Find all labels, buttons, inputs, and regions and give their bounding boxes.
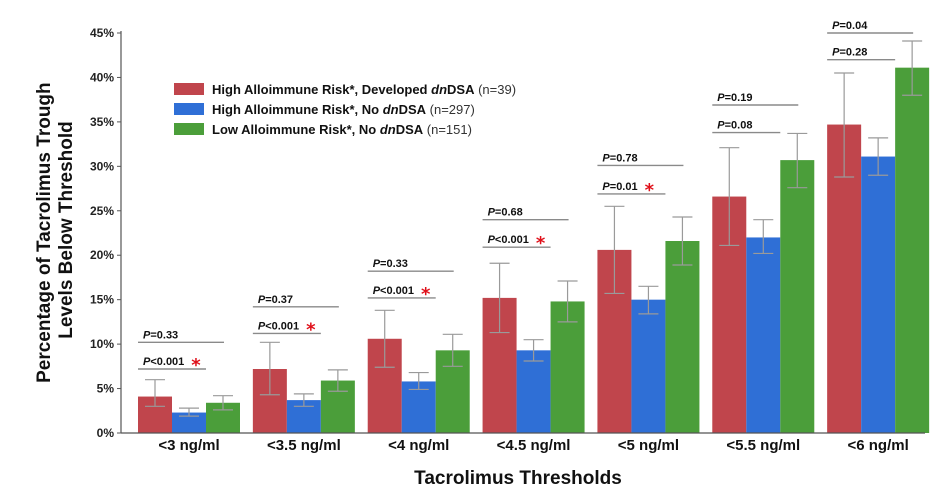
- x-tick-label: <6 ng/ml: [848, 437, 909, 454]
- p-value-label: P=0.33: [373, 258, 408, 270]
- x-tick-label: <3.5 ng/ml: [267, 437, 341, 454]
- y-tick-label: 25%: [90, 204, 114, 218]
- y-axis-title-line-2: Levels Below Threshold: [56, 121, 77, 339]
- bar: [631, 299, 666, 433]
- p-value-label: P=0.28: [832, 47, 867, 59]
- y-tick-label: 30%: [90, 159, 114, 173]
- legend-swatch: [174, 103, 204, 115]
- bar: [746, 237, 781, 433]
- x-tick-label: <5.5 ng/ml: [726, 437, 800, 454]
- y-tick-label: 40%: [90, 70, 114, 84]
- p-value-label: P=0.33: [143, 329, 178, 341]
- x-axis-title: Tacrolimus Thresholds: [414, 468, 622, 489]
- bar: [780, 160, 815, 433]
- p-value-label: P<0.001: [143, 356, 184, 368]
- legend-swatch: [174, 83, 204, 95]
- x-tick-label: <3 ng/ml: [158, 437, 219, 454]
- significance-star: *: [421, 284, 431, 305]
- p-value-label: P=0.68: [488, 207, 523, 219]
- significance-star: *: [645, 180, 655, 201]
- y-tick-label: 45%: [90, 26, 114, 40]
- p-value-label: P<0.001: [258, 320, 299, 332]
- y-tick-label: 0%: [97, 426, 115, 440]
- legend-swatch: [174, 123, 204, 135]
- x-tick-label: <4 ng/ml: [388, 437, 449, 454]
- bar: [550, 301, 585, 433]
- p-value-label: P=0.08: [717, 120, 752, 132]
- y-axis-title: Percentage of Tacrolimus Trough Levels B…: [34, 77, 77, 383]
- legend-label: High Alloimmune Risk*, No dnDSA (n=297): [212, 102, 475, 117]
- legend-label: High Alloimmune Risk*, Developed dnDSA (…: [212, 82, 516, 97]
- p-value-label: P=0.19: [717, 92, 752, 104]
- p-value-label: P<0.001: [488, 234, 529, 246]
- y-tick-label: 20%: [90, 248, 114, 262]
- y-tick-label: 10%: [90, 337, 114, 351]
- x-tick-label: <5 ng/ml: [618, 437, 679, 454]
- p-value-label: P=0.37: [258, 294, 293, 306]
- y-axis-title-line-1: Percentage of Tacrolimus Trough: [34, 82, 55, 383]
- p-value-label: P=0.01: [602, 181, 637, 193]
- y-tick-label: 35%: [90, 115, 114, 129]
- significance-star: *: [536, 233, 546, 254]
- p-value-label: P=0.04: [832, 20, 868, 32]
- p-value-label: P<0.001: [373, 285, 414, 297]
- bar: [861, 156, 896, 434]
- bar: [895, 67, 930, 434]
- p-value-label: P=0.78: [602, 152, 637, 164]
- bar: [516, 350, 551, 433]
- x-tick-label: <4.5 ng/ml: [497, 437, 571, 454]
- bar: [665, 241, 700, 433]
- bar: [172, 412, 206, 433]
- legend-label: Low Alloimmune Risk*, No dnDSA (n=151): [212, 122, 472, 137]
- significance-star: *: [191, 355, 201, 376]
- significance-star: *: [306, 319, 316, 340]
- y-tick-label: 15%: [90, 293, 114, 307]
- y-tick-label: 5%: [97, 382, 115, 396]
